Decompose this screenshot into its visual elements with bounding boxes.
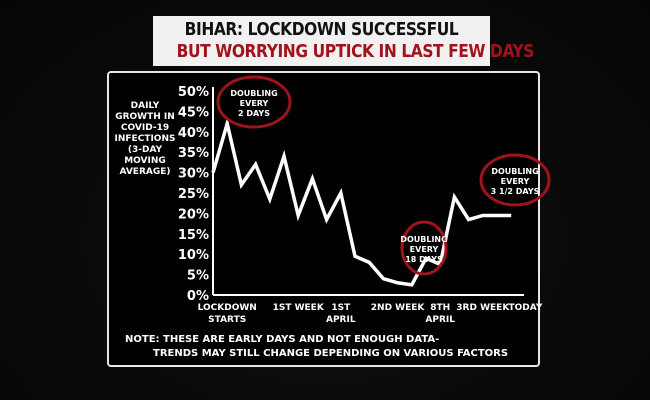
annotation-text: 3 1/2 DAYS [491, 187, 540, 196]
x-tick-label: APRIL [326, 315, 356, 325]
y-tick-label: 35% [178, 146, 209, 161]
y-tick-label: 25% [178, 187, 209, 202]
annotation-text: DOUBLING [400, 235, 447, 244]
y-axis-label-line: AVERAGE) [119, 167, 170, 177]
title-banner: BIHAR: LOCKDOWN SUCCESSFUL BUT WORRYING … [153, 16, 535, 66]
annotation-text: 18 DAYS [405, 255, 443, 264]
x-tick-label: 1ST [331, 303, 351, 313]
y-tick-label: 50% [178, 85, 209, 100]
chart-title-line1: BIHAR: LOCKDOWN SUCCESSFUL [184, 19, 459, 40]
y-tick-label: 0% [187, 289, 209, 304]
y-tick-label: 15% [178, 228, 209, 243]
y-axis-label-line: INFECTIONS [115, 134, 176, 144]
annotation-text: EVERY [240, 99, 269, 108]
note-line2: TRENDS MAY STILL CHANGE DEPENDING ON VAR… [153, 348, 508, 359]
x-tick-label: LOCKDOWN [198, 303, 257, 313]
y-tick-label: 5% [187, 269, 209, 284]
chart-title-line2: BUT WORRYING UPTICK IN LAST FEW DAYS [176, 41, 535, 62]
y-tick-label: 10% [178, 248, 209, 263]
series-line [211, 116, 512, 287]
y-axis-label-line: DAILY [131, 101, 160, 111]
x-tick-label: 2ND WEEK [371, 303, 426, 313]
annotation-ellipse [479, 153, 551, 207]
annotation-ellipse [216, 75, 292, 129]
x-tick-label: APRIL [425, 315, 455, 325]
y-tick-label: 20% [178, 207, 209, 222]
x-tick-label: 8TH [430, 303, 450, 313]
x-tick-label: 3RD WEEK [456, 303, 510, 313]
y-axis-label-line: GROWTH IN [115, 112, 175, 122]
annotation-text: 2 DAYS [238, 109, 270, 118]
y-axis-label-line: COVID-19 [121, 123, 169, 133]
annotation-text: DOUBLING [491, 167, 538, 176]
x-tick-label: STARTS [208, 315, 246, 325]
annotation-ellipse [400, 220, 448, 276]
annotation-text: DOUBLING [230, 89, 277, 98]
note-line1: NOTE: THESE ARE EARLY DAYS AND NOT ENOUG… [125, 334, 439, 345]
y-axis-label-line: (3-DAY [128, 145, 163, 155]
y-tick-label: 45% [178, 105, 209, 120]
y-tick-label: 40% [178, 126, 209, 141]
y-tick-label: 30% [178, 167, 209, 182]
x-tick-label: 1ST WEEK [273, 303, 325, 313]
annotation-text: EVERY [501, 177, 530, 186]
annotation-text: EVERY [410, 245, 439, 254]
x-tick-label: TODAY [508, 303, 542, 313]
y-axis-label-line: MOVING [124, 156, 166, 166]
